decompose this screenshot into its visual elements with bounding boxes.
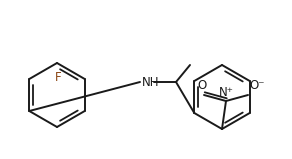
Text: O⁻: O⁻ <box>249 79 265 92</box>
Text: NH: NH <box>142 76 159 90</box>
Text: N⁺: N⁺ <box>219 86 234 99</box>
Text: O: O <box>197 79 207 92</box>
Text: F: F <box>55 71 61 84</box>
